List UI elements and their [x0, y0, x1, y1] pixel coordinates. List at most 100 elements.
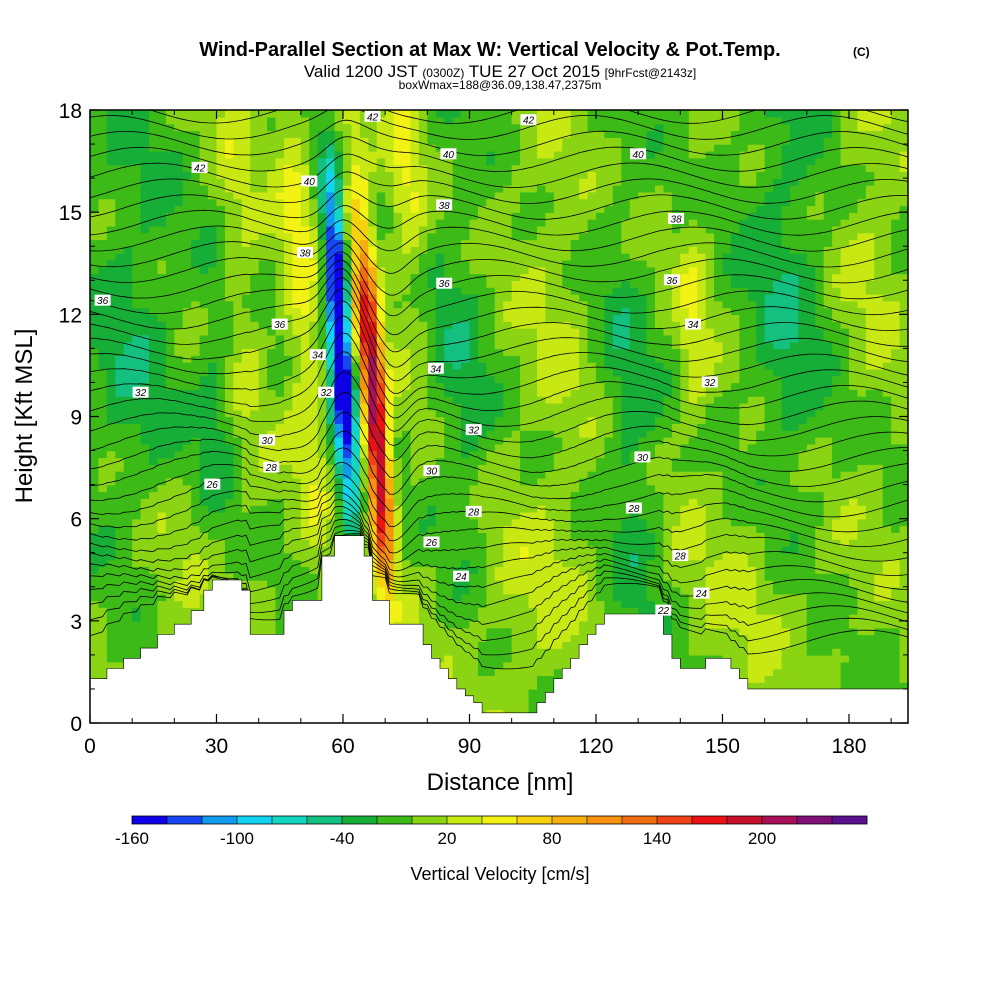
w-cell — [536, 430, 547, 438]
w-cell — [140, 607, 150, 615]
w-cell — [764, 559, 774, 568]
w-cell — [528, 464, 538, 472]
w-cell — [806, 552, 816, 561]
w-cell — [511, 498, 521, 506]
w-cell — [326, 430, 336, 438]
w-cell — [823, 545, 833, 554]
w-cell — [739, 464, 749, 472]
w-cell — [899, 668, 908, 677]
w-cell — [300, 505, 310, 513]
w-cell — [520, 682, 530, 690]
w-cell — [536, 470, 547, 479]
w-cell — [722, 416, 732, 425]
w-cell — [461, 423, 471, 431]
w-cell — [300, 532, 310, 540]
w-cell — [891, 477, 901, 486]
w-cell — [402, 457, 412, 465]
w-cell — [714, 450, 724, 459]
w-cell — [562, 607, 572, 615]
w-cell — [90, 436, 100, 445]
w-cell — [275, 423, 285, 431]
w-cell — [832, 614, 842, 622]
w-cell — [848, 586, 859, 595]
w-cell — [208, 423, 218, 431]
w-cell — [671, 600, 682, 608]
w-cell — [410, 573, 420, 581]
w-cell — [874, 552, 884, 561]
w-cell — [722, 539, 732, 547]
w-cell — [891, 491, 901, 499]
w-cell — [595, 498, 606, 506]
w-cell — [865, 511, 875, 520]
w-cell — [258, 586, 268, 595]
w-cell — [815, 457, 825, 465]
w-cell — [528, 675, 538, 683]
w-cell — [882, 552, 892, 561]
w-cell — [891, 559, 901, 568]
w-cell — [655, 430, 665, 438]
w-cell — [536, 525, 547, 533]
w-cell — [511, 525, 521, 533]
w-cell — [671, 389, 682, 397]
w-cell — [368, 491, 378, 499]
w-cell — [317, 375, 327, 384]
w-cell — [848, 545, 859, 554]
w-cell — [604, 518, 614, 527]
w-cell — [747, 593, 757, 602]
w-cell — [646, 511, 656, 520]
w-cell — [612, 470, 622, 479]
w-cell — [764, 457, 774, 465]
w-cell — [612, 525, 622, 533]
w-cell — [688, 396, 698, 404]
w-cell — [688, 600, 698, 608]
w-cell — [258, 498, 268, 506]
w-cell — [815, 661, 825, 670]
w-cell — [671, 559, 682, 568]
w-cell — [123, 416, 133, 425]
w-cell — [393, 498, 403, 506]
w-cell — [275, 505, 285, 513]
w-cell — [604, 593, 614, 602]
w-cell — [579, 436, 589, 445]
w-cell — [132, 566, 142, 574]
w-cell — [106, 498, 116, 506]
w-cell — [806, 436, 816, 445]
w-cell — [199, 518, 209, 527]
w-cell — [418, 627, 429, 636]
w-cell — [655, 382, 665, 390]
w-cell — [283, 573, 294, 581]
w-cell — [722, 464, 732, 472]
w-cell — [865, 668, 875, 677]
w-cell — [840, 620, 850, 629]
w-cell — [764, 545, 774, 554]
w-cell — [882, 505, 892, 513]
w-cell — [857, 511, 867, 520]
w-cell — [165, 396, 176, 404]
w-cell — [789, 552, 800, 561]
w-cell — [747, 396, 757, 404]
w-cell — [899, 423, 908, 431]
w-cell — [149, 532, 159, 540]
w-cell — [165, 620, 176, 629]
w-cell — [528, 525, 538, 533]
w-cell — [789, 491, 800, 499]
w-cell — [545, 470, 555, 479]
w-cell — [452, 661, 462, 670]
w-cell — [90, 648, 100, 656]
w-cell — [452, 579, 462, 588]
w-cell — [123, 464, 133, 472]
w-cell — [663, 436, 673, 445]
w-cell — [292, 416, 302, 425]
w-cell — [292, 491, 302, 499]
w-cell — [469, 484, 479, 493]
w-cell — [309, 402, 319, 411]
w-cell — [461, 505, 471, 513]
w-cell — [292, 402, 302, 411]
w-cell — [494, 423, 504, 431]
w-cell — [604, 600, 614, 608]
w-cell — [688, 375, 698, 384]
w-cell — [477, 579, 488, 588]
w-cell — [520, 470, 530, 479]
w-cell — [334, 402, 344, 411]
w-cell — [739, 586, 749, 595]
